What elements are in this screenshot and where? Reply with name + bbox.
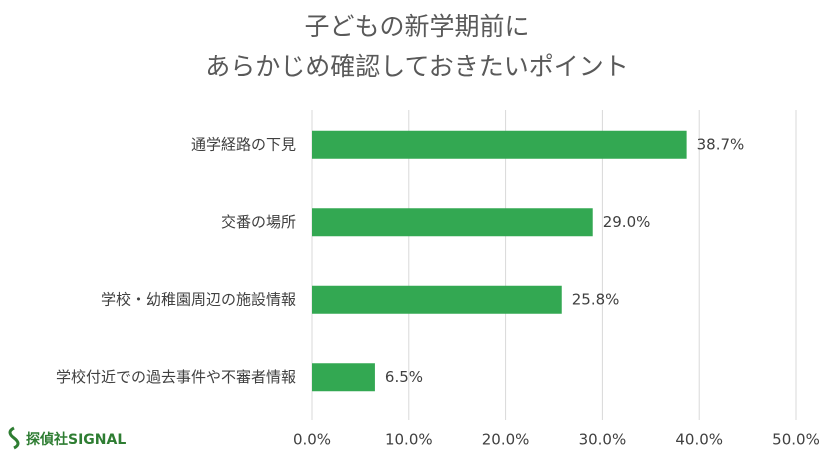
chart-title: 子どもの新学期前に: [304, 12, 529, 41]
y-tick-label: 学校・幼稚園周辺の施設情報: [101, 290, 296, 308]
y-tick-label: 学校付近での過去事件や不審者情報: [56, 368, 296, 386]
x-tick-label: 40.0%: [675, 431, 723, 449]
value-label: 38.7%: [697, 135, 745, 153]
chart-title: あらかじめ確認しておきたいポイント: [205, 52, 629, 81]
x-tick-label: 50.0%: [772, 431, 820, 449]
x-tick-label: 30.0%: [579, 431, 627, 449]
value-label: 6.5%: [385, 368, 423, 386]
bar: [312, 363, 375, 392]
y-tick-label: 通学経路の下見: [191, 135, 296, 153]
x-tick-label: 0.0%: [293, 431, 331, 449]
x-tick-label: 20.0%: [482, 431, 530, 449]
bar: [312, 285, 562, 314]
logo-icon: [8, 426, 20, 450]
y-tick-label: 交番の場所: [221, 213, 296, 231]
bar: [312, 208, 593, 237]
value-label: 25.8%: [572, 290, 620, 308]
x-tick-label: 10.0%: [385, 431, 433, 449]
value-label: 29.0%: [603, 213, 651, 231]
logo: 探偵社SIGNAL: [26, 431, 126, 448]
bar: [312, 130, 687, 159]
